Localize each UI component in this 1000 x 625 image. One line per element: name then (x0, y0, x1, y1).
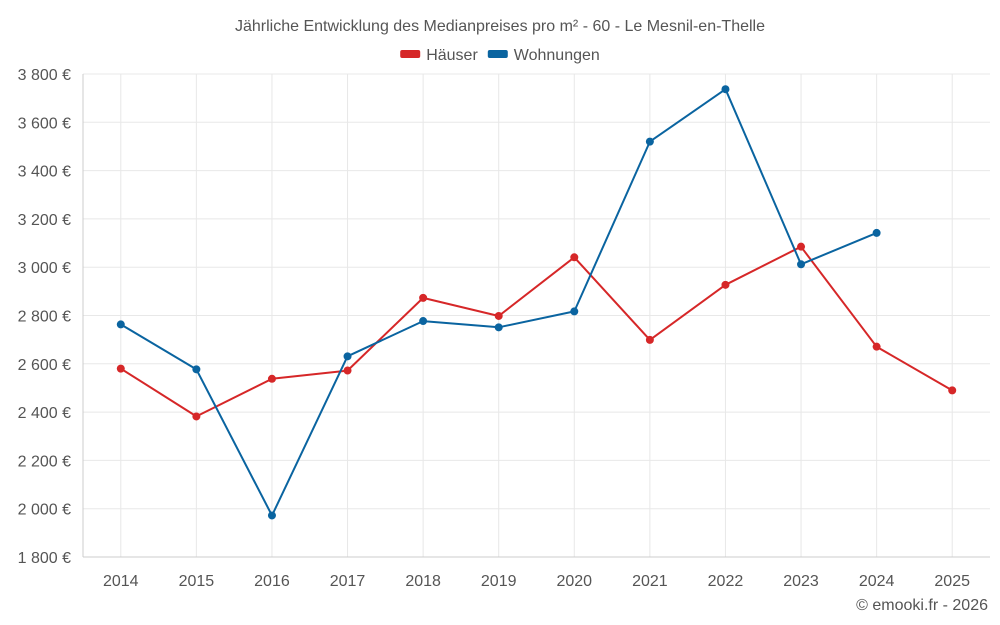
data-point[interactable] (116, 364, 125, 373)
series-line (120, 245, 953, 418)
data-point[interactable] (645, 335, 654, 344)
legend-label: Wohnungen (514, 47, 600, 64)
data-point[interactable] (343, 352, 352, 361)
legend-swatch (400, 50, 421, 58)
data-point[interactable] (570, 307, 579, 316)
x-tick-label: 2025 (934, 573, 970, 590)
series-group (116, 85, 957, 520)
data-point[interactable] (721, 85, 730, 94)
x-tick-label: 2024 (859, 573, 895, 590)
data-point[interactable] (192, 412, 201, 421)
data-point[interactable] (267, 374, 276, 383)
chart-title: Jährliche Entwicklung des Medianpreises … (235, 18, 765, 35)
data-point[interactable] (797, 260, 806, 269)
series-1 (116, 85, 881, 520)
y-tick-label: 2 000 € (18, 502, 71, 519)
y-tick-label: 2 800 € (18, 309, 71, 326)
x-axis: 2014 2015 2016 2017 2018 2019 2020 2021 2022 2023… (83, 556, 990, 590)
y-tick-label: 2 400 € (18, 405, 71, 422)
data-point[interactable] (948, 386, 957, 395)
data-point[interactable] (116, 320, 125, 329)
data-point[interactable] (570, 253, 579, 262)
x-tick-label: 2018 (405, 573, 441, 590)
x-tick-label: 2020 (556, 573, 592, 590)
x-tick-label: 2015 (179, 573, 215, 590)
data-point[interactable] (494, 311, 503, 320)
y-tick-label: 2 200 € (18, 453, 71, 470)
data-point[interactable] (419, 293, 428, 302)
x-tick-label: 2021 (632, 573, 668, 590)
data-point[interactable] (343, 366, 352, 375)
legend-item[interactable]: Häuser (400, 47, 478, 64)
y-tick-label: 3 200 € (18, 212, 71, 229)
x-tick-label: 2019 (481, 573, 517, 590)
grid (83, 73, 990, 558)
y-tick-label: 3 600 € (18, 115, 71, 132)
x-tick-label: 2022 (708, 573, 744, 590)
x-tick-label: 2014 (103, 573, 139, 590)
data-point[interactable] (192, 365, 201, 374)
x-tick-label: 2023 (783, 573, 819, 590)
legend-label: Häuser (426, 47, 478, 64)
y-tick-label: 3 000 € (18, 260, 71, 277)
credit-text: © emooki.fr - 2026 (856, 597, 988, 614)
legend-item[interactable]: Wohnungen (487, 47, 600, 64)
series-0 (116, 242, 957, 421)
data-point[interactable] (645, 137, 654, 146)
data-point[interactable] (872, 342, 881, 351)
data-point[interactable] (494, 323, 503, 332)
data-point[interactable] (419, 317, 428, 326)
data-point[interactable] (267, 511, 276, 520)
data-point[interactable] (797, 242, 806, 251)
legend-swatch (487, 50, 508, 58)
y-tick-label: 3 800 € (18, 67, 71, 84)
x-tick-label: 2017 (330, 573, 366, 590)
data-point[interactable] (872, 228, 881, 237)
x-tick-label: 2016 (254, 573, 290, 590)
y-tick-label: 1 800 € (18, 550, 71, 567)
data-point[interactable] (721, 280, 730, 289)
y-tick-label: 2 600 € (18, 357, 71, 374)
legend: Häuser Wohnungen (400, 47, 600, 64)
y-tick-label: 3 400 € (18, 164, 71, 181)
y-axis: 1 800 € 2 000 € 2 200 € 2 400 € 2 600 € 2 800… (18, 67, 84, 567)
